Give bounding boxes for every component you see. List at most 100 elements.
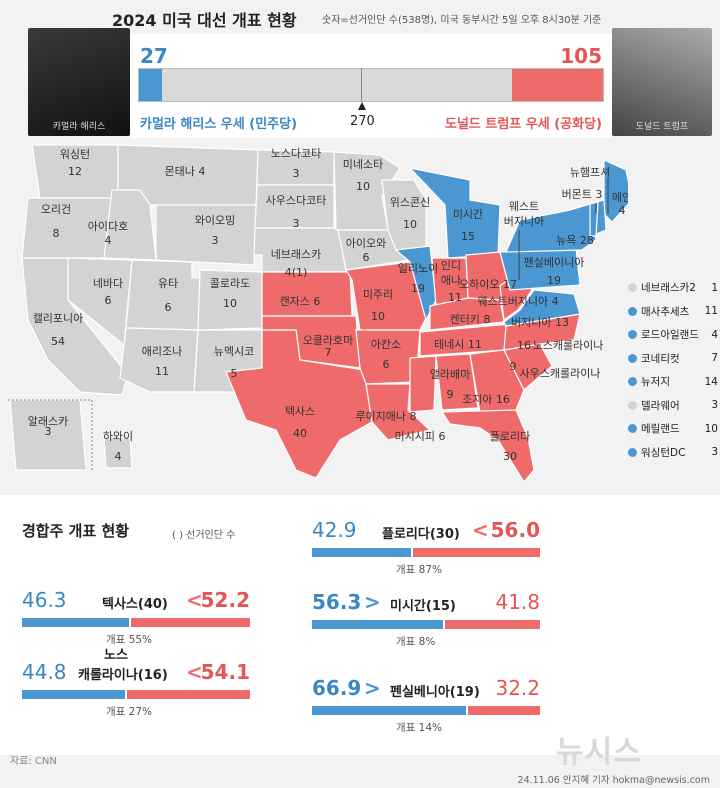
state-버몬트 [589,201,599,237]
state-name-nc: 노스캐롤라이나 [533,339,604,352]
dem-percent: 44.8 [22,660,67,684]
state-name-nebraska: 네브래스카 [271,248,322,261]
state-name: 미시간(15) [390,599,456,614]
state-label-버몬트: 버몬트 3 [562,188,603,201]
state-와이오밍 [155,204,257,266]
state-ev-콜로라도: 10 [223,297,237,310]
legend-state-name: 네브래스카2 [641,282,696,295]
rep-percent: 54.1 [200,660,250,684]
state-ev-nc: 16 [517,339,531,352]
swing-title: 경합주 개표 현황 [22,522,130,540]
state-name: 텍사스(40) [102,597,168,612]
rep-share-bar [467,706,540,715]
legend-state-ev: 7 [711,352,718,365]
legend-row: 코네티컷 7 [628,347,718,371]
rep-candidate-label: 도널드 트럼프 우세 (공화당) [444,117,602,132]
state-ev-오클라호마: 7 [325,346,332,359]
legend-row: 델라웨어 3 [628,394,718,418]
state-label-뉴욕: 뉴욕 28 [556,234,594,247]
legend-state-name: 뉴저지 [641,376,670,389]
state-유타 [125,259,201,331]
legend-row: 뉴저지 14 [628,370,718,394]
rep-percent: 32.2 [495,676,540,700]
state-name-콜로라도: 콜로라도 [210,277,250,290]
count-progress: 개표 87% [396,564,442,576]
dem-share-bar [22,618,130,627]
state-label-켄터키: 켄터키 8 [450,313,491,326]
state-name-line1: 노스 [104,648,128,663]
state-ev-indiana: 11 [448,291,462,304]
count-progress: 개표 27% [106,706,152,718]
state-name-뉴멕시코: 뉴멕시코 [214,345,254,358]
legend-state-name: 코네티컷 [641,352,680,365]
swing-race-3: 56.3 41.8 > 미시간(15) 개표 8% [312,590,540,654]
state-ev-텍사스: 40 [293,427,307,440]
state-ev-워싱턴: 12 [68,165,82,178]
state-label-웨스트버지니아: 웨스트버지니아 4 [477,295,558,308]
swing-race-0: 46.3 52.2 텍사스(40) < 개표 55% [22,588,250,652]
state-플로리다 [440,409,535,484]
state-name-indiana-1: 인디 [441,259,461,272]
state-label-몬태나: 몬태나 4 [165,165,206,178]
state-ev-메인: 4 [619,204,626,217]
state-아이다호 [103,189,157,261]
state-name-유타: 유타 [158,277,178,290]
state-ev-뉴멕시코: 5 [231,367,238,380]
rep-ev-count: 105 [560,44,602,68]
chart-subtitle: 숫자=선거인단 수(538명), 미국 동부시간 5일 오후 8시30분 기준 [322,15,602,26]
dem-share-bar [22,690,126,699]
state-ev-아칸소: 6 [383,358,390,371]
state-ev-위스콘신: 10 [403,218,417,231]
state-ev-플로리다: 30 [503,450,517,463]
legend-row: 로드아일랜드 4 [628,323,718,347]
state-name-미네소타: 미네소타 [343,158,383,171]
state-ev-아이오와: 6 [363,251,370,264]
legend-state-ev: 14 [704,375,718,388]
state-텍사스 [225,329,373,479]
state-ev-애리조나: 11 [155,365,169,378]
state-오하이오 [465,251,511,309]
dem-percent: 56.3 [312,590,362,614]
legend-row: 워싱턴DC 3 [628,441,718,465]
swing-race-1: 44.8 54.1 노스 캐롤라이나(16) < 개표 27% [22,648,250,724]
kamala-harris-photo: 카멀라 해리스 [28,28,130,136]
state-name-wv-1: 웨스트 [509,200,539,213]
dem-percent: 46.3 [22,588,67,612]
legend-state-name: 워싱턴DC [641,446,686,459]
state-name-노스다코타: 노스다코타 [271,147,322,160]
comparison-sign: > [364,590,381,614]
state-name-아칸소: 아칸소 [371,338,401,351]
state-ev-네바다: 6 [105,294,112,307]
rep-share-bar [127,690,250,699]
state-label-캔자스: 캔자스 6 [280,295,321,308]
state-name-위스콘신: 위스콘신 [390,196,430,209]
rep-share-bar [444,620,540,629]
state-ev-유타: 6 [165,301,172,314]
rep-ev-fill [512,69,603,101]
swing-race-4: 66.9 32.2 > 펜실베니아(19) 개표 14% [312,676,540,740]
comparison-sign: < [186,660,203,684]
comparison-sign: > [364,676,381,700]
comparison-sign: < [186,588,203,612]
dem-share-bar [312,548,411,557]
state-label-버지니아: 버지니아 13 [511,316,569,329]
state-name-캘리포니아: 캘리포니아 [33,312,84,325]
state-ev-캘리포니아: 54 [51,335,65,348]
small-states-legend: 네브래스카2 1 매사추세츠 11 로드아일랜드 4 코네티컷 7 뉴저지 14 델라웨어 3 메릴랜드… [628,276,718,464]
state-name-사우스다코타: 사우스다코타 [266,194,327,207]
threshold-label: 270 [350,114,375,129]
state-미시간 [408,167,501,259]
state-ev-sc: 9 [510,360,517,373]
legend-state-name: 매사추세츠 [641,305,690,318]
state-name-오클라호마: 오클라호마 [303,334,354,347]
dem-percent: 66.9 [312,676,362,700]
threshold-line [361,68,362,102]
state-name-플로리다: 플로리다 [490,430,530,443]
map-state-shapes [8,144,628,484]
state-애리조나 [119,327,199,393]
state-ev-오리건: 8 [53,227,60,240]
state-ev-노스다코타: 3 [293,167,300,180]
state-뉴욕 [505,203,597,253]
state-name-미주리: 미주리 [363,288,393,301]
